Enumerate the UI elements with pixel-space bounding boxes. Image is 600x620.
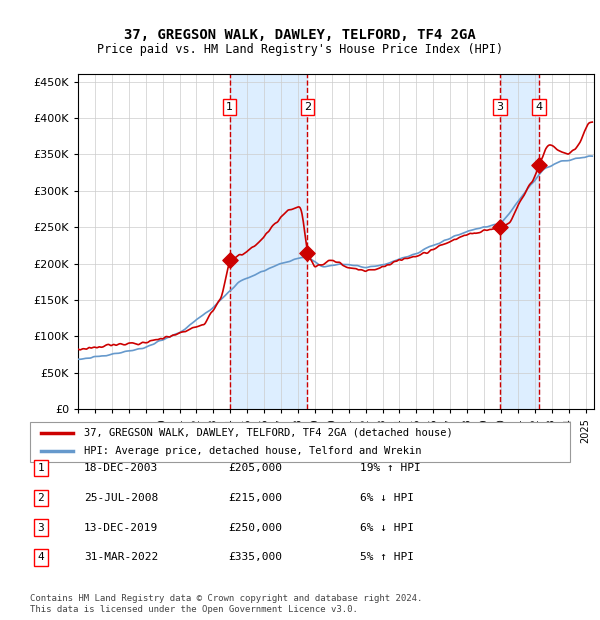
Bar: [500, 74, 539, 409]
Text: £335,000: £335,000: [228, 552, 282, 562]
Text: Price paid vs. HM Land Registry's House Price Index (HPI): Price paid vs. HM Land Registry's House …: [97, 43, 503, 56]
Text: 5% ↑ HPI: 5% ↑ HPI: [360, 552, 414, 562]
Text: 1: 1: [37, 463, 44, 473]
Text: 1: 1: [226, 102, 233, 112]
Text: 18-DEC-2003: 18-DEC-2003: [84, 463, 158, 473]
Text: Contains HM Land Registry data © Crown copyright and database right 2024.
This d: Contains HM Land Registry data © Crown c…: [30, 595, 422, 614]
Text: £250,000: £250,000: [228, 523, 282, 533]
Text: 13-DEC-2019: 13-DEC-2019: [84, 523, 158, 533]
Text: 19% ↑ HPI: 19% ↑ HPI: [360, 463, 421, 473]
Point: [534, 161, 544, 171]
Point: [225, 255, 235, 265]
Point: [496, 223, 505, 232]
Text: 3: 3: [37, 523, 44, 533]
Text: 4: 4: [535, 102, 542, 112]
Text: 4: 4: [37, 552, 44, 562]
Text: 3: 3: [497, 102, 503, 112]
Bar: [230, 74, 307, 409]
Text: HPI: Average price, detached house, Telford and Wrekin: HPI: Average price, detached house, Telf…: [84, 446, 421, 456]
Text: 6% ↓ HPI: 6% ↓ HPI: [360, 493, 414, 503]
FancyBboxPatch shape: [30, 422, 570, 462]
Text: 31-MAR-2022: 31-MAR-2022: [84, 552, 158, 562]
Text: 2: 2: [304, 102, 311, 112]
Text: £215,000: £215,000: [228, 493, 282, 503]
Text: 2: 2: [37, 493, 44, 503]
Text: 6% ↓ HPI: 6% ↓ HPI: [360, 523, 414, 533]
Text: 37, GREGSON WALK, DAWLEY, TELFORD, TF4 2GA: 37, GREGSON WALK, DAWLEY, TELFORD, TF4 2…: [124, 28, 476, 42]
Point: [302, 248, 312, 258]
Text: 37, GREGSON WALK, DAWLEY, TELFORD, TF4 2GA (detached house): 37, GREGSON WALK, DAWLEY, TELFORD, TF4 2…: [84, 428, 453, 438]
Text: 25-JUL-2008: 25-JUL-2008: [84, 493, 158, 503]
Text: £205,000: £205,000: [228, 463, 282, 473]
